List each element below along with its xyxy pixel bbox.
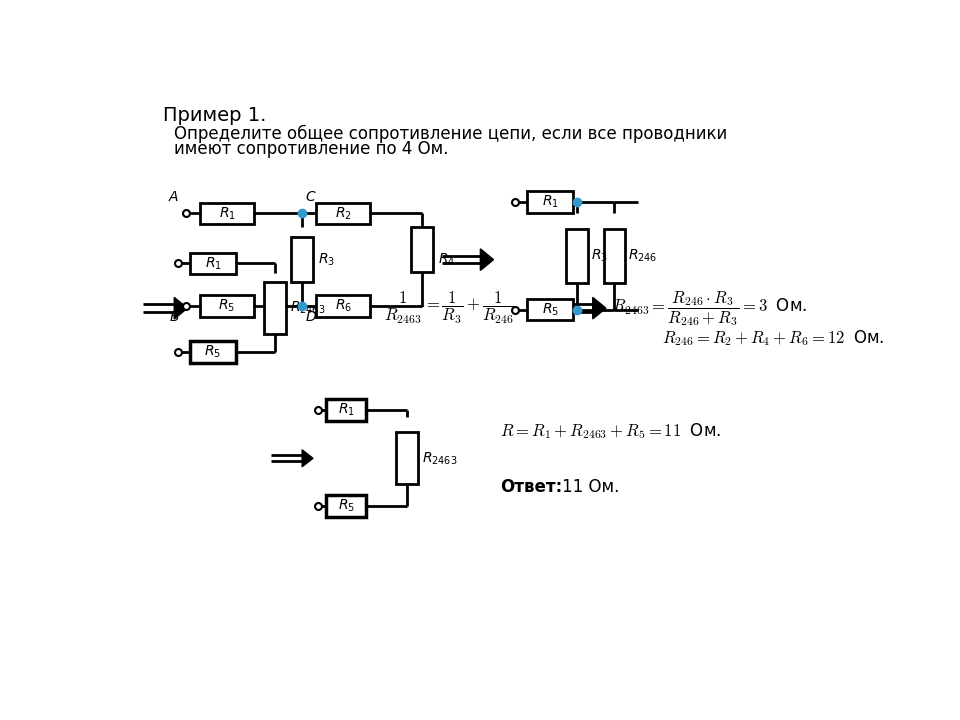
Text: $R_1$: $R_1$ — [541, 194, 559, 210]
Text: $R_5$: $R_5$ — [338, 498, 355, 514]
Bar — [412, 228, 433, 272]
Text: $B$: $B$ — [169, 310, 180, 325]
Text: $R_5$: $R_5$ — [219, 297, 235, 314]
Polygon shape — [302, 450, 313, 467]
Text: $R_{2463} = \dfrac{R_{246} \cdot R_3}{R_{246} + R_3} = 3\;$ Ом.: $R_{2463} = \dfrac{R_{246} \cdot R_3}{R_… — [612, 289, 807, 328]
Bar — [200, 295, 254, 317]
Bar — [527, 299, 573, 320]
Text: $R_1$: $R_1$ — [219, 205, 235, 222]
Bar — [264, 282, 286, 334]
Bar — [604, 229, 625, 283]
Text: $R_5$: $R_5$ — [541, 302, 559, 318]
Text: имеют сопротивление по 4 Ом.: имеют сопротивление по 4 Ом. — [175, 140, 448, 158]
Text: $R_{2463}$: $R_{2463}$ — [291, 300, 326, 316]
Text: $R_3$: $R_3$ — [318, 251, 335, 268]
Bar — [200, 202, 254, 224]
Text: $R = R_1 + R_{2463} + R_5 = 11\;$ Ом.: $R = R_1 + R_{2463} + R_5 = 11\;$ Ом. — [500, 421, 721, 441]
Bar — [566, 229, 588, 283]
Text: $R_1$: $R_1$ — [204, 256, 222, 271]
Text: $R_3$: $R_3$ — [591, 248, 609, 264]
Polygon shape — [592, 297, 606, 319]
Bar — [326, 495, 367, 517]
Bar — [190, 253, 236, 274]
Text: 11 Ом.: 11 Ом. — [562, 478, 619, 496]
Text: $R_6$: $R_6$ — [335, 297, 351, 314]
Text: $R_2$: $R_2$ — [335, 205, 351, 222]
Bar — [527, 191, 573, 212]
Polygon shape — [175, 297, 187, 319]
Polygon shape — [480, 249, 493, 271]
Bar — [316, 295, 371, 317]
Text: $R_{246} = R_2 + R_4 + R_6 = 12\;$ Ом.: $R_{246} = R_2 + R_4 + R_6 = 12\;$ Ом. — [662, 328, 885, 348]
Bar — [316, 202, 371, 224]
Text: $D$: $D$ — [305, 310, 317, 325]
Text: Ответ:: Ответ: — [500, 478, 562, 496]
Text: $C$: $C$ — [305, 190, 317, 204]
Text: $R_1$: $R_1$ — [338, 402, 355, 418]
Text: $R_4$: $R_4$ — [438, 251, 455, 268]
Text: $R_5$: $R_5$ — [204, 344, 222, 360]
Text: Определите общее сопротивление цепи, если все проводники: Определите общее сопротивление цепи, есл… — [175, 125, 728, 143]
Text: Пример 1.: Пример 1. — [162, 106, 266, 125]
Text: $R_{246}$: $R_{246}$ — [629, 248, 658, 264]
Bar — [291, 238, 313, 282]
Bar — [326, 399, 367, 420]
Bar — [396, 432, 418, 485]
Text: $\dfrac{1}{R_{2463}} = \dfrac{1}{R_3} + \dfrac{1}{R_{246}}$: $\dfrac{1}{R_{2463}} = \dfrac{1}{R_3} + … — [383, 290, 516, 326]
Text: $R_{2463}$: $R_{2463}$ — [422, 450, 458, 467]
Text: $A$: $A$ — [168, 190, 180, 204]
Bar — [190, 341, 236, 363]
